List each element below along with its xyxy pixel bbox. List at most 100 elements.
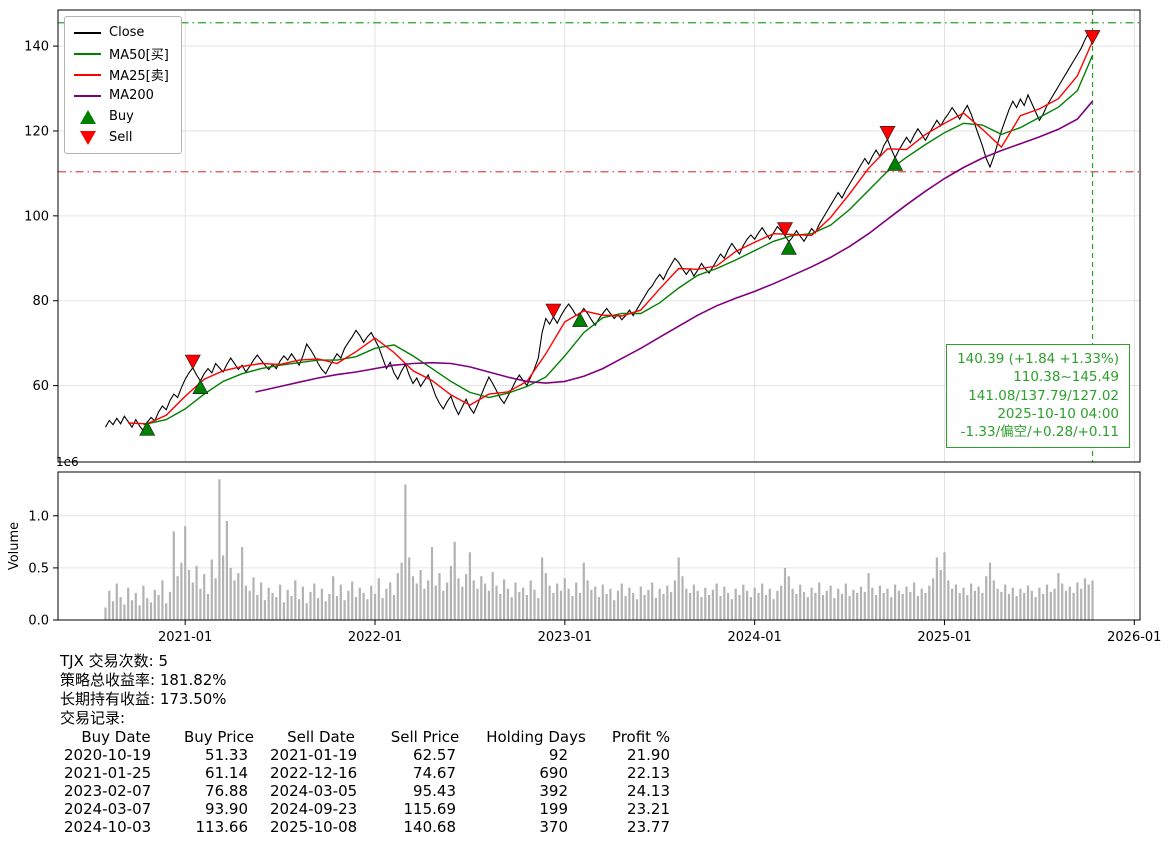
- trade-cell: 2020-10-19: [64, 746, 152, 764]
- trade-cell: 2022-12-16: [270, 764, 358, 782]
- price-ytick-label: 60: [32, 379, 49, 394]
- trade-cell: 62.57: [413, 746, 456, 764]
- col-buy-price: Buy Price: [183, 728, 255, 746]
- legend-line-sample: [74, 31, 101, 34]
- price-panel-border: [57, 9, 1141, 463]
- series-line: [128, 41, 1094, 425]
- trade-row: 2024-03-07 93.90 2024-09-23 115.69 199 23.21: [60, 800, 684, 818]
- sell-marker: [776, 222, 794, 238]
- trade-cell: 2024-10-03: [64, 818, 152, 836]
- price-ytick-label: 80: [32, 294, 49, 309]
- series-line: [143, 55, 1094, 426]
- trade-row: 2023-02-07 76.88 2024-03-05 95.43 392 24.13: [60, 782, 684, 800]
- trade-cell: 392: [539, 782, 568, 800]
- legend-label: MA50[买]: [109, 48, 169, 63]
- x-tick-label: 2024-01: [727, 630, 781, 645]
- strategy-summary: TJX 交易次数: 5 策略总收益率: 181.82% 长期持有收益: 173.…: [60, 652, 684, 836]
- trade-records-label: 交易记录:: [60, 709, 126, 727]
- trade-row: 2024-10-03 113.66 2025-10-08 140.68 370 23.77: [60, 818, 684, 836]
- sell-marker: [545, 303, 562, 319]
- trade-cell: 2024-03-07: [64, 800, 152, 818]
- trade-cell: 95.43: [413, 782, 456, 800]
- trade-cell: 23.77: [627, 818, 670, 836]
- trade-cell: 115.69: [403, 800, 457, 818]
- price-ytick-label: 140: [24, 40, 49, 55]
- legend-line-sample: [74, 73, 101, 76]
- col-buy-date: Buy Date: [81, 728, 151, 746]
- price-ytick-label: 100: [24, 209, 49, 224]
- legend-item: MA25[卖]: [74, 66, 169, 84]
- trade-cell: 92: [548, 746, 568, 764]
- legend-line-sample: [74, 94, 101, 97]
- buyhold-return-line: 长期持有收益: 173.50%: [60, 690, 227, 708]
- trade-row: 2021-01-25 61.14 2022-12-16 74.67 690 22.13: [60, 764, 684, 782]
- trade-cell: 2021-01-19: [270, 746, 358, 764]
- sell-marker: [879, 126, 896, 141]
- trade-cell: 2024-03-05: [270, 782, 358, 800]
- strategy-return-line: 策略总收益率: 181.82%: [60, 671, 227, 689]
- trade-cell: 51.33: [205, 746, 248, 764]
- trade-cell: 61.14: [205, 764, 248, 782]
- legend-line-sample: [74, 52, 101, 55]
- legend-label: Buy: [109, 109, 134, 124]
- col-holding-days: Holding Days: [486, 728, 586, 746]
- buy-marker-icon: [74, 109, 101, 124]
- annotation-line: 140.39 (+1.84 +1.33%): [957, 351, 1119, 367]
- x-tick-label: 2025-01: [917, 630, 971, 645]
- legend-label: MA200: [109, 88, 154, 103]
- trade-cell: 690: [539, 764, 568, 782]
- volume-bars: [104, 479, 1094, 620]
- volume-ytick-label: 1.0: [28, 509, 49, 524]
- trade-cell: 199: [539, 800, 568, 818]
- chart-canvas: 60 80 100 120 140 0.0 0.5 1.0 2021-01 2022-01 2023…: [7, 9, 1161, 645]
- col-sell-date: Sell Date: [287, 728, 355, 746]
- sell-marker: [1084, 30, 1101, 45]
- price-ytick-label: 120: [24, 124, 49, 139]
- series-line: [105, 31, 1094, 433]
- legend-item: MA200: [74, 87, 169, 104]
- trade-cell: 2025-10-08: [270, 818, 358, 836]
- legend-label: Close: [109, 25, 145, 40]
- col-sell-price: Sell Price: [390, 728, 460, 746]
- volume-ytick-label: 0.0: [28, 614, 49, 629]
- volume-ytick-label: 0.5: [28, 561, 49, 576]
- trade-cell: 23.21: [627, 800, 670, 818]
- volume-scale-label: 1e6: [56, 455, 79, 469]
- x-tick-label: 2023-01: [538, 630, 592, 645]
- buy-marker: [139, 420, 156, 436]
- x-tick-label: 2022-01: [348, 630, 402, 645]
- trade-table: Buy Date Buy Price Sell Date Sell Price …: [60, 728, 684, 836]
- annotation-line: 141.08/137.79/127.02: [968, 387, 1119, 404]
- legend-label: MA25[卖]: [109, 69, 169, 84]
- sell-marker: [184, 354, 201, 370]
- trade-cell: 2024-09-23: [270, 800, 358, 818]
- trade-cell: 24.13: [627, 782, 670, 800]
- trade-cell: 2023-02-07: [64, 782, 152, 800]
- x-tick-label: 2021-01: [158, 630, 212, 645]
- trade-cell: 21.90: [627, 746, 670, 764]
- trade-cell: 2021-01-25: [64, 764, 152, 782]
- buy-marker: [192, 379, 209, 395]
- trade-count-line: TJX 交易次数: 5: [60, 652, 168, 670]
- trade-cell: 140.68: [403, 818, 457, 836]
- legend-item: MA50[买]: [74, 45, 169, 63]
- annotation-line: 2025-10-10 04:00: [997, 406, 1119, 423]
- volume-axis-title: Volume: [7, 522, 22, 570]
- annotation-line: -1.33/偏空/+0.28/+0.11: [960, 424, 1119, 441]
- quote-annotation-box: 140.39 (+1.84 +1.33%) 110.38~145.49 141.08…: [946, 344, 1130, 448]
- trade-row: 2020-10-19 51.33 2021-01-19 62.57 92 21.90: [60, 746, 684, 764]
- legend-label: Sell: [109, 130, 133, 145]
- series-line: [255, 100, 1094, 393]
- x-tick-label: 2026-01: [1107, 630, 1161, 645]
- legend: Close MA50[买] MA25[卖] MA200 Buy Sell: [64, 16, 182, 154]
- trade-cell: 76.88: [205, 782, 248, 800]
- trade-cell: 113.66: [195, 818, 249, 836]
- buy-marker: [887, 155, 904, 171]
- legend-item: Close: [74, 24, 169, 41]
- legend-item: Buy: [74, 108, 169, 125]
- annotation-line: 110.38~145.49: [1013, 369, 1119, 386]
- trade-cell: 93.90: [205, 800, 248, 818]
- trade-cell: 22.13: [627, 764, 670, 782]
- trade-table-header-row: Buy Date Buy Price Sell Date Sell Price …: [60, 728, 684, 746]
- col-profit-pct: Profit %: [611, 728, 671, 746]
